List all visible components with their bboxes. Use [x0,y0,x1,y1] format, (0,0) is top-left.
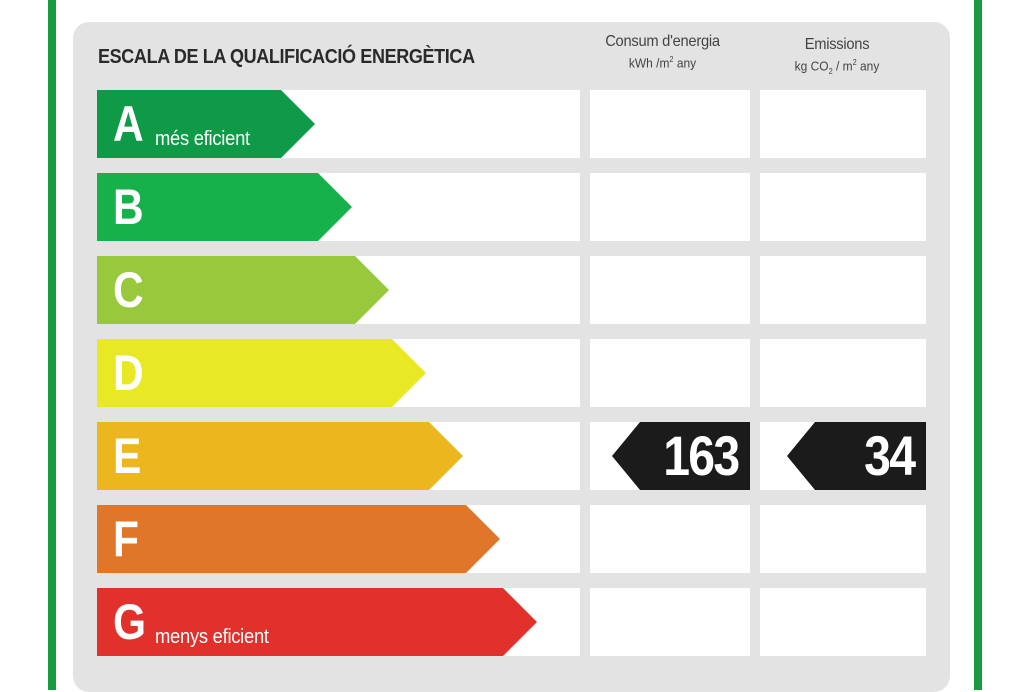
grade-letter-a: A [113,96,144,152]
emissions-value: 34 [863,424,916,487]
emissions-cell-b [760,173,926,241]
emissions-cell-d [760,339,926,407]
energy-cell-b [590,173,750,241]
grade-letter-e: E [113,428,142,484]
emissions-cell-f [760,505,926,573]
grade-note-a: més eficient [155,128,250,150]
energy-value-marker: 163 [612,422,750,490]
emissions-value-marker: 34 [787,422,926,490]
emissions-cell-a [760,90,926,158]
emissions-column-unit: kg CO2 / m2 any [794,58,880,76]
grade-bar-d: D [97,339,426,407]
energy-column-title: Consum d'energia [605,33,720,50]
energy-value: 163 [662,424,740,487]
emissions-column-header: Emissions kg CO2 / m2 any [762,36,912,76]
energy-column-header: Consum d'energia kWh /m2 any [590,33,735,70]
grade-note-g: menys eficient [155,626,269,648]
grade-letter-g: G [113,594,147,650]
energy-cell-a [590,90,750,158]
grade-letter-c: C [113,262,144,318]
scale-title: ESCALA DE LA QUALIFICACIÓ ENERGÈTICA [98,46,475,68]
energy-cell-g [590,588,750,656]
emissions-cell-g [760,588,926,656]
energy-cell-d [590,339,750,407]
grade-bar-e: E [97,422,463,490]
emissions-column-title: Emissions [804,36,870,53]
grade-letter-f: F [113,511,139,567]
energy-cell-f [590,505,750,573]
energy-column-unit: kWh /m2 any [628,55,697,71]
grade-letter-d: D [113,345,144,401]
grade-bar-b: B [97,173,352,241]
grade-bar-c: C [97,256,389,324]
grade-letter-b: B [113,179,144,235]
grade-bar-f: F [97,505,500,573]
energy-cell-c [590,256,750,324]
emissions-cell-c [760,256,926,324]
